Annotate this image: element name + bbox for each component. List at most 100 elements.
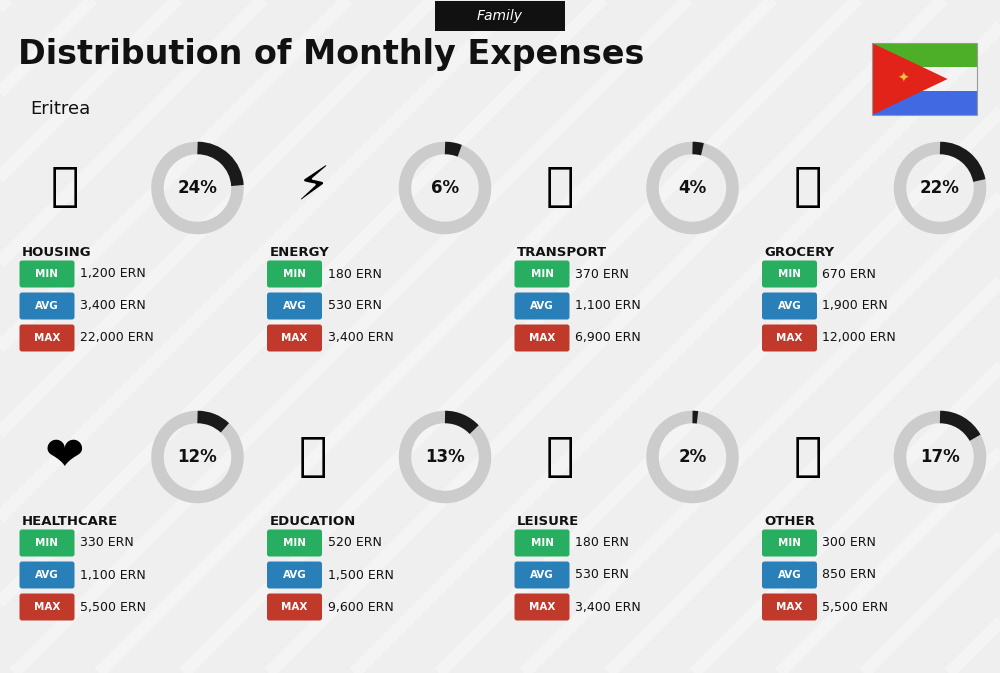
- Text: 22,000 ERN: 22,000 ERN: [80, 332, 154, 345]
- Text: ✦: ✦: [898, 72, 909, 86]
- Text: 🎓: 🎓: [298, 435, 327, 479]
- Text: 12,000 ERN: 12,000 ERN: [822, 332, 896, 345]
- Text: 🛒: 🛒: [793, 166, 822, 211]
- FancyBboxPatch shape: [514, 260, 569, 287]
- Text: AVG: AVG: [778, 570, 801, 580]
- Text: TRANSPORT: TRANSPORT: [517, 246, 607, 259]
- FancyBboxPatch shape: [872, 43, 977, 67]
- Text: MAX: MAX: [34, 333, 60, 343]
- Text: 670 ERN: 670 ERN: [822, 267, 876, 281]
- FancyBboxPatch shape: [20, 561, 75, 588]
- Text: 530 ERN: 530 ERN: [575, 569, 629, 581]
- Text: 12%: 12%: [178, 448, 217, 466]
- Text: MAX: MAX: [776, 333, 803, 343]
- FancyBboxPatch shape: [514, 530, 569, 557]
- Text: 👜: 👜: [793, 435, 822, 479]
- FancyBboxPatch shape: [762, 561, 817, 588]
- Text: 6%: 6%: [431, 179, 459, 197]
- Text: AVG: AVG: [530, 570, 554, 580]
- FancyBboxPatch shape: [20, 324, 75, 351]
- Text: MAX: MAX: [281, 602, 308, 612]
- FancyBboxPatch shape: [267, 594, 322, 621]
- FancyBboxPatch shape: [267, 324, 322, 351]
- FancyBboxPatch shape: [872, 91, 977, 115]
- FancyBboxPatch shape: [762, 594, 817, 621]
- Text: 3,400 ERN: 3,400 ERN: [328, 332, 393, 345]
- Text: 180 ERN: 180 ERN: [328, 267, 381, 281]
- Text: OTHER: OTHER: [765, 515, 815, 528]
- Text: AVG: AVG: [283, 570, 306, 580]
- Text: MIN: MIN: [36, 269, 58, 279]
- FancyBboxPatch shape: [20, 260, 75, 287]
- FancyBboxPatch shape: [762, 324, 817, 351]
- Text: MIN: MIN: [283, 269, 306, 279]
- Text: 24%: 24%: [178, 179, 217, 197]
- Text: 3,400 ERN: 3,400 ERN: [575, 600, 641, 614]
- Text: 1,100 ERN: 1,100 ERN: [80, 569, 146, 581]
- Text: 370 ERN: 370 ERN: [575, 267, 629, 281]
- Text: 5,500 ERN: 5,500 ERN: [80, 600, 146, 614]
- FancyBboxPatch shape: [762, 293, 817, 320]
- Text: 180 ERN: 180 ERN: [575, 536, 629, 549]
- Text: 13%: 13%: [425, 448, 465, 466]
- Text: 🏘: 🏘: [51, 166, 79, 211]
- FancyBboxPatch shape: [514, 324, 569, 351]
- Text: 22%: 22%: [920, 179, 960, 197]
- Text: GROCERY: GROCERY: [765, 246, 835, 259]
- Text: EDUCATION: EDUCATION: [270, 515, 356, 528]
- Text: 2%: 2%: [678, 448, 707, 466]
- FancyBboxPatch shape: [20, 530, 75, 557]
- Text: 9,600 ERN: 9,600 ERN: [328, 600, 393, 614]
- Text: 17%: 17%: [920, 448, 960, 466]
- FancyBboxPatch shape: [20, 293, 75, 320]
- FancyBboxPatch shape: [514, 594, 569, 621]
- Text: ⚡: ⚡: [296, 166, 329, 211]
- Text: 5,500 ERN: 5,500 ERN: [822, 600, 889, 614]
- Text: AVG: AVG: [778, 301, 801, 311]
- FancyBboxPatch shape: [267, 260, 322, 287]
- Text: MIN: MIN: [530, 538, 554, 548]
- FancyBboxPatch shape: [267, 530, 322, 557]
- FancyBboxPatch shape: [762, 530, 817, 557]
- Text: HOUSING: HOUSING: [22, 246, 92, 259]
- Text: 1,900 ERN: 1,900 ERN: [822, 299, 888, 312]
- Text: Family: Family: [477, 9, 523, 23]
- Text: AVG: AVG: [530, 301, 554, 311]
- Text: 850 ERN: 850 ERN: [822, 569, 876, 581]
- Text: 300 ERN: 300 ERN: [822, 536, 876, 549]
- Text: MIN: MIN: [778, 538, 801, 548]
- Text: 🚌: 🚌: [546, 166, 574, 211]
- Text: 1,100 ERN: 1,100 ERN: [575, 299, 641, 312]
- Text: AVG: AVG: [283, 301, 306, 311]
- Text: MAX: MAX: [529, 602, 555, 612]
- Text: 1,200 ERN: 1,200 ERN: [80, 267, 146, 281]
- Text: MIN: MIN: [778, 269, 801, 279]
- Text: ❤️: ❤️: [45, 435, 85, 479]
- Text: MAX: MAX: [776, 602, 803, 612]
- Text: LEISURE: LEISURE: [517, 515, 579, 528]
- FancyBboxPatch shape: [20, 594, 75, 621]
- Text: MIN: MIN: [283, 538, 306, 548]
- Text: AVG: AVG: [35, 301, 59, 311]
- Text: MAX: MAX: [529, 333, 555, 343]
- Text: MAX: MAX: [281, 333, 308, 343]
- FancyBboxPatch shape: [435, 1, 565, 31]
- Text: 520 ERN: 520 ERN: [328, 536, 381, 549]
- FancyBboxPatch shape: [267, 293, 322, 320]
- FancyBboxPatch shape: [514, 293, 569, 320]
- Text: 1,500 ERN: 1,500 ERN: [328, 569, 393, 581]
- FancyBboxPatch shape: [267, 561, 322, 588]
- Text: 330 ERN: 330 ERN: [80, 536, 134, 549]
- Text: 6,900 ERN: 6,900 ERN: [575, 332, 641, 345]
- Text: 3,400 ERN: 3,400 ERN: [80, 299, 146, 312]
- Polygon shape: [872, 43, 948, 115]
- Text: 530 ERN: 530 ERN: [328, 299, 381, 312]
- Text: Eritrea: Eritrea: [30, 100, 90, 118]
- Text: 4%: 4%: [678, 179, 707, 197]
- Text: HEALTHCARE: HEALTHCARE: [22, 515, 118, 528]
- Text: ENERGY: ENERGY: [270, 246, 329, 259]
- Text: 🛍️: 🛍️: [546, 435, 574, 479]
- Text: MIN: MIN: [36, 538, 58, 548]
- Text: MAX: MAX: [34, 602, 60, 612]
- Text: Distribution of Monthly Expenses: Distribution of Monthly Expenses: [18, 38, 644, 71]
